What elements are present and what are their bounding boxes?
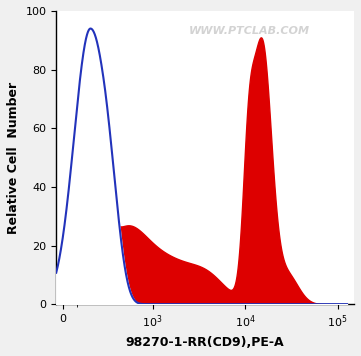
Text: WWW.PTCLAB.COM: WWW.PTCLAB.COM bbox=[189, 26, 310, 36]
Y-axis label: Relative Cell  Number: Relative Cell Number bbox=[7, 82, 20, 234]
X-axis label: 98270-1-RR(CD9),PE-A: 98270-1-RR(CD9),PE-A bbox=[126, 336, 284, 349]
